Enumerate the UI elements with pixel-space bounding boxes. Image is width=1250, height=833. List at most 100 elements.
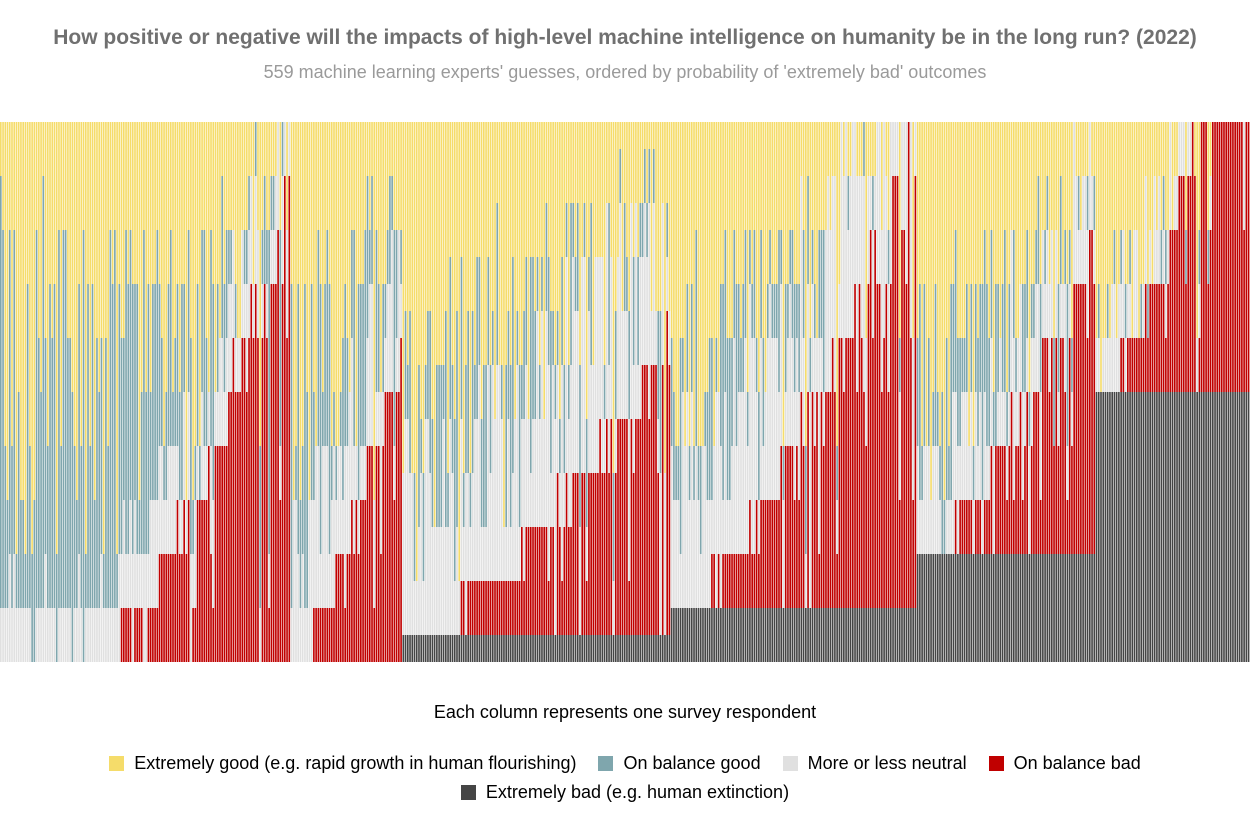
column-segment-on-balance-good — [1106, 284, 1109, 338]
respondent-column — [138, 122, 141, 662]
respondent-column — [20, 122, 22, 662]
respondent-column — [433, 122, 436, 662]
column-segment-on-balance-good — [793, 284, 796, 392]
column-segment-on-balance-good — [234, 284, 237, 338]
respondent-column — [64, 122, 67, 662]
column-segment-neutral — [118, 554, 121, 662]
column-segment-on-balance-good — [608, 203, 610, 365]
column-segment-on-balance-bad — [498, 581, 501, 635]
respondent-column — [858, 122, 861, 662]
respondent-column — [216, 122, 219, 662]
respondent-column — [237, 122, 239, 662]
column-segment-on-balance-bad — [185, 554, 188, 662]
column-segment-on-balance-bad — [724, 554, 727, 608]
column-segment-extremely-good — [597, 122, 599, 257]
column-segment-extremely-bad — [532, 635, 534, 662]
column-segment-extremely-bad — [892, 608, 894, 662]
column-segment-on-balance-good — [279, 230, 282, 446]
column-segment-extremely-good — [389, 122, 391, 176]
respondent-column — [415, 122, 418, 662]
column-segment-neutral — [766, 338, 769, 500]
respondent-column — [1191, 122, 1194, 662]
column-segment-neutral — [310, 500, 313, 662]
respondent-column — [1151, 122, 1154, 662]
column-segment-on-balance-bad — [737, 554, 740, 608]
column-segment-on-balance-good — [225, 230, 228, 338]
column-segment-on-balance-good — [102, 554, 105, 608]
column-segment-extremely-good — [775, 122, 778, 284]
column-segment-on-balance-bad — [315, 608, 317, 662]
column-segment-on-balance-good — [576, 203, 579, 311]
column-segment-extremely-good — [362, 122, 364, 284]
column-segment-on-balance-good — [648, 149, 651, 203]
column-segment-extremely-good — [44, 122, 47, 338]
column-segment-on-balance-good — [970, 284, 973, 392]
respondent-column — [1171, 122, 1174, 662]
respondent-column — [923, 122, 926, 662]
column-segment-on-balance-bad — [1133, 338, 1136, 392]
column-segment-extremely-bad — [424, 635, 427, 662]
respondent-column — [760, 122, 762, 662]
column-segment-neutral — [831, 176, 834, 338]
column-segment-on-balance-good — [395, 230, 398, 338]
column-segment-extremely-good — [196, 122, 199, 284]
column-segment-neutral — [644, 203, 646, 365]
column-segment-extremely-bad — [427, 635, 429, 662]
column-segment-extremely-good — [114, 122, 116, 230]
column-segment-extremely-good — [995, 122, 997, 284]
column-segment-extremely-bad — [567, 635, 570, 662]
column-segment-extremely-good — [111, 122, 114, 284]
column-segment-on-balance-good — [1120, 230, 1122, 284]
column-segment-on-balance-good — [483, 365, 485, 527]
column-segment-on-balance-bad — [547, 581, 550, 635]
column-segment-extremely-good — [552, 122, 554, 311]
column-segment-extremely-bad — [1158, 392, 1160, 662]
column-segment-neutral — [46, 608, 49, 662]
column-segment-on-balance-bad — [755, 500, 758, 608]
column-segment-extremely-good — [185, 122, 188, 500]
column-segment-extremely-good — [1062, 122, 1064, 284]
respondent-column — [874, 122, 876, 662]
column-segment-extremely-good — [225, 122, 228, 230]
column-segment-neutral — [820, 338, 823, 392]
column-segment-extremely-good — [122, 122, 125, 338]
column-segment-on-balance-good — [78, 284, 80, 554]
column-segment-neutral — [509, 527, 512, 581]
respondent-column — [954, 122, 957, 662]
column-segment-neutral — [152, 500, 154, 608]
column-segment-extremely-bad — [1225, 392, 1228, 662]
respondent-column — [0, 122, 2, 662]
column-segment-extremely-bad — [972, 554, 975, 662]
respondent-column — [1053, 122, 1055, 662]
column-segment-on-balance-bad — [1194, 176, 1196, 392]
column-segment-on-balance-good — [755, 338, 758, 392]
column-segment-extremely-bad — [599, 635, 601, 662]
column-segment-neutral — [1127, 284, 1129, 338]
column-segment-on-balance-bad — [357, 554, 360, 662]
column-segment-on-balance-bad — [1171, 230, 1174, 392]
column-segment-extremely-bad — [471, 635, 474, 662]
column-segment-extremely-bad — [697, 608, 700, 662]
respondent-column — [977, 122, 979, 662]
column-segment-extremely-good — [784, 122, 787, 284]
column-segment-extremely-bad — [1142, 392, 1145, 662]
respondent-column — [1075, 122, 1078, 662]
column-segment-extremely-good — [418, 122, 420, 365]
respondent-column — [652, 122, 655, 662]
column-segment-extremely-good — [228, 122, 230, 230]
column-segment-on-balance-bad — [156, 608, 159, 662]
column-segment-neutral — [791, 338, 794, 446]
column-segment-extremely-good — [187, 122, 190, 230]
column-segment-on-balance-good — [500, 365, 503, 419]
column-segment-extremely-good — [1153, 122, 1156, 176]
column-segment-neutral — [583, 257, 586, 473]
column-segment-neutral — [93, 608, 96, 662]
column-segment-extremely-good — [245, 122, 248, 230]
column-segment-on-balance-bad — [789, 446, 791, 608]
column-segment-neutral — [1028, 446, 1031, 554]
column-segment-extremely-good — [1142, 122, 1145, 284]
column-segment-extremely-bad — [1241, 392, 1243, 662]
column-segment-neutral — [529, 473, 532, 527]
column-segment-on-balance-bad — [507, 581, 510, 635]
column-segment-on-balance-good — [386, 230, 389, 284]
